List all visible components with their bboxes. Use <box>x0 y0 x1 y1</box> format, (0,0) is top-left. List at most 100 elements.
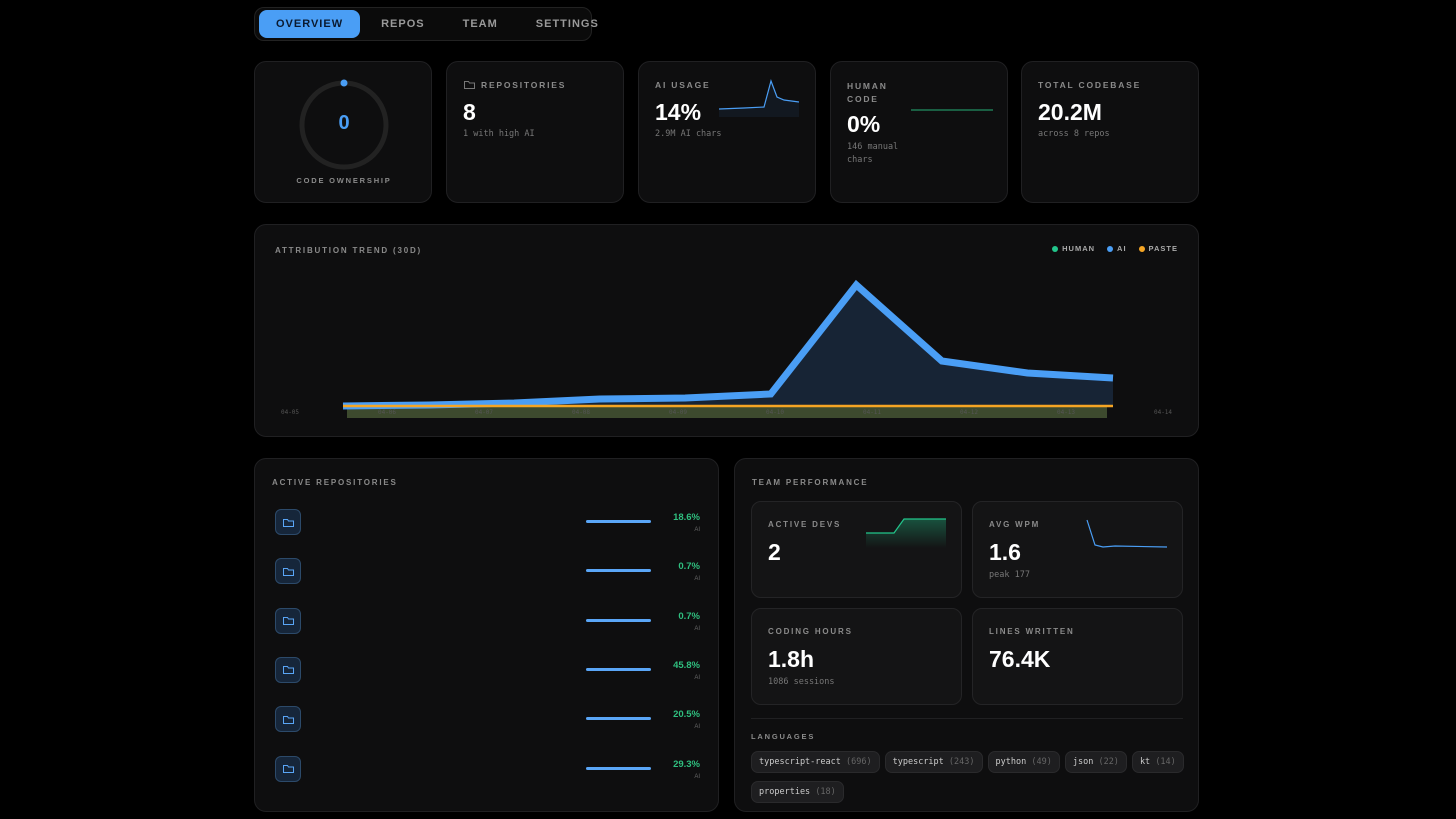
tab-repos[interactable]: REPOS <box>381 18 425 30</box>
x-tick-label: 04-10 <box>766 409 784 416</box>
x-tick-label: 04-13 <box>1057 409 1075 416</box>
legend-paste-label: PASTE <box>1148 244 1178 253</box>
active-repositories-title: ACTIVE REPOSITORIES <box>272 478 398 487</box>
coding-hours-value: 1.8h <box>768 646 815 672</box>
lines-written-card: LINES WRITTEN 76.4K <box>972 608 1183 705</box>
repo-ai-bar <box>586 717 651 721</box>
avg-wpm-sparkline <box>1086 519 1168 548</box>
ownership-ring <box>299 79 389 170</box>
lines-written-value: 76.4K <box>989 646 1051 672</box>
repo-ai-pct: 45.8% <box>673 659 700 671</box>
active-devs-label: ACTIVE DEVS <box>768 520 842 529</box>
language-count: (22) <box>1098 757 1119 767</box>
repositories-value: 8 <box>463 99 476 125</box>
repo-ai-pct: 29.3% <box>673 758 700 770</box>
tab-overview[interactable]: OVERVIEW <box>259 10 361 38</box>
x-tick-label: 04-12 <box>960 409 978 416</box>
active-devs-value: 2 <box>768 539 781 565</box>
team-performance-panel: TEAM PERFORMANCE ACTIVE DEVS 2 AVG WPM 1… <box>734 458 1199 812</box>
repo-row[interactable]: 45.8% AI <box>275 656 700 687</box>
x-tick-label: 04-07 <box>475 409 493 416</box>
legend-human: HUMAN <box>1052 244 1095 253</box>
human-code-value: 0% <box>847 111 881 137</box>
folder-icon <box>275 558 301 585</box>
repo-ai-label: AI <box>694 724 700 731</box>
avg-wpm-label: AVG WPM <box>989 520 1041 529</box>
repo-ai-label: AI <box>694 576 700 583</box>
chart-title: ATTRIBUTION TREND (30D) <box>275 246 423 255</box>
folder-icon <box>275 509 301 535</box>
repo-ai-bar <box>586 569 651 573</box>
repo-ai-pct: 18.6% <box>673 512 700 523</box>
language-pill[interactable]: properties (18) <box>751 781 844 803</box>
legend-human-dot <box>1052 245 1059 252</box>
total-codebase-sub: across 8 repos <box>1038 129 1110 139</box>
ai-usage-value: 14% <box>655 99 702 125</box>
legend-human-label: HUMAN <box>1062 244 1096 253</box>
language-pill[interactable]: kt (14) <box>1131 751 1184 773</box>
x-tick-label: 04-08 <box>572 409 590 416</box>
repo-row[interactable]: 20.5% AI <box>275 706 700 736</box>
language-count: (18) <box>815 787 836 797</box>
language-pill[interactable]: typescript (243) <box>884 751 983 773</box>
repositories-sub: 1 with high AI <box>463 129 535 139</box>
repo-ai-pct: 0.7% <box>678 610 700 622</box>
repo-row[interactable]: 0.7% AI <box>275 607 700 638</box>
coding-hours-card: CODING HOURS 1.8h 1086 sessions <box>751 608 962 705</box>
x-tick-label: 04-06 <box>378 409 396 416</box>
repo-ai-label: AI <box>694 773 700 780</box>
ai-usage-sub: 2.9M AI chars <box>655 129 722 139</box>
active-devs-card: ACTIVE DEVS 2 <box>751 501 962 598</box>
legend-paste-dot <box>1138 245 1145 252</box>
human-code-card: HUMAN CODE 0% 146 manual chars <box>830 61 1008 203</box>
legend-ai-label: AI <box>1117 244 1127 253</box>
repo-row[interactable]: 29.3% AI <box>275 755 700 786</box>
attribution-chart: 04-05 04-06 04-07 04-08 04-09 04-10 04-11 04-12… <box>281 279 1172 418</box>
language-pill[interactable]: json (22) <box>1064 751 1127 773</box>
active-repositories-panel: ACTIVE REPOSITORIES 18.6% AI 0.7% AI 0.7… <box>254 458 719 812</box>
repositories-card: REPOSITORIES 8 1 with high AI <box>446 61 624 203</box>
x-tick-label: 04-11 <box>863 409 881 416</box>
lines-written-label: LINES WRITTEN <box>989 627 1075 636</box>
language-pill[interactable]: python (49) <box>987 751 1060 773</box>
language-name: properties <box>759 787 811 797</box>
repo-ai-bar <box>586 667 651 671</box>
x-tick-label: 04-05 <box>281 409 299 416</box>
attribution-trend-panel: ATTRIBUTION TREND (30D) HUMAN AI PASTE 0… <box>254 224 1199 437</box>
legend-paste: PASTE <box>1138 244 1178 253</box>
language-count: (49) <box>1031 757 1052 767</box>
total-codebase-label: TOTAL CODEBASE <box>1038 80 1142 90</box>
repo-ai-label: AI <box>694 674 700 681</box>
language-count: (243) <box>948 757 975 767</box>
language-name: kt <box>1139 757 1151 767</box>
ai-usage-card: AI USAGE 14% 2.9M AI chars <box>638 61 816 203</box>
human-code-sparkline <box>911 109 993 111</box>
repo-row[interactable]: 0.7% AI <box>275 558 700 588</box>
folder-icon <box>275 656 301 683</box>
language-pill[interactable]: typescript-react (696) <box>751 751 880 773</box>
chart-legend: HUMAN AI PASTE <box>1052 244 1178 253</box>
ownership-label: CODE OWNERSHIP <box>296 176 392 185</box>
repo-ai-pct: 0.7% <box>678 561 700 573</box>
avg-wpm-card: AVG WPM 1.6 peak 177 <box>972 501 1183 598</box>
team-performance-title: TEAM PERFORMANCE <box>752 478 869 487</box>
legend-ai: AI <box>1107 244 1127 253</box>
folder-icon <box>275 706 301 733</box>
repo-row[interactable]: 18.6% AI <box>275 509 700 539</box>
code-ownership-card: 0 CODE OWNERSHIP <box>254 61 432 203</box>
ai-line <box>342 279 1114 410</box>
repositories-label: REPOSITORIES <box>481 80 567 90</box>
language-name: json <box>1072 757 1094 767</box>
repo-ai-bar <box>586 520 651 523</box>
divider <box>751 718 1183 719</box>
ai-usage-label: AI USAGE <box>655 80 711 90</box>
tab-team[interactable]: TEAM <box>462 18 498 30</box>
tab-settings[interactable]: SETTINGS <box>535 18 599 30</box>
total-codebase-card: TOTAL CODEBASE 20.2M across 8 repos <box>1021 61 1199 203</box>
languages-list: typescript-react (696) typescript (243) py… <box>751 749 1191 809</box>
language-count: (14) <box>1155 757 1176 767</box>
ownership-value: 0 <box>338 112 350 134</box>
avg-wpm-sub: peak 177 <box>989 570 1030 580</box>
language-name: python <box>995 757 1027 767</box>
active-devs-sparkline <box>866 518 946 548</box>
